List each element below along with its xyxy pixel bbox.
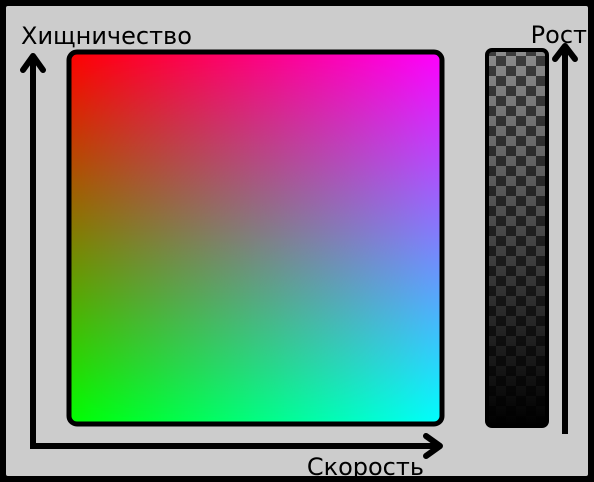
speed-axis-arrow [30,433,443,459]
speed-axis-label: Скорость [307,453,424,481]
growth-axis-label: Рост [531,21,587,49]
predation-axis-label: Хищничество [21,22,192,50]
growth-bar [485,48,549,428]
predation-axis-arrow [20,53,46,446]
growth-axis-arrow [552,43,578,434]
diagram-canvas: Хищничество Скорость Рост [6,6,588,481]
color-gradient-square [66,49,445,427]
